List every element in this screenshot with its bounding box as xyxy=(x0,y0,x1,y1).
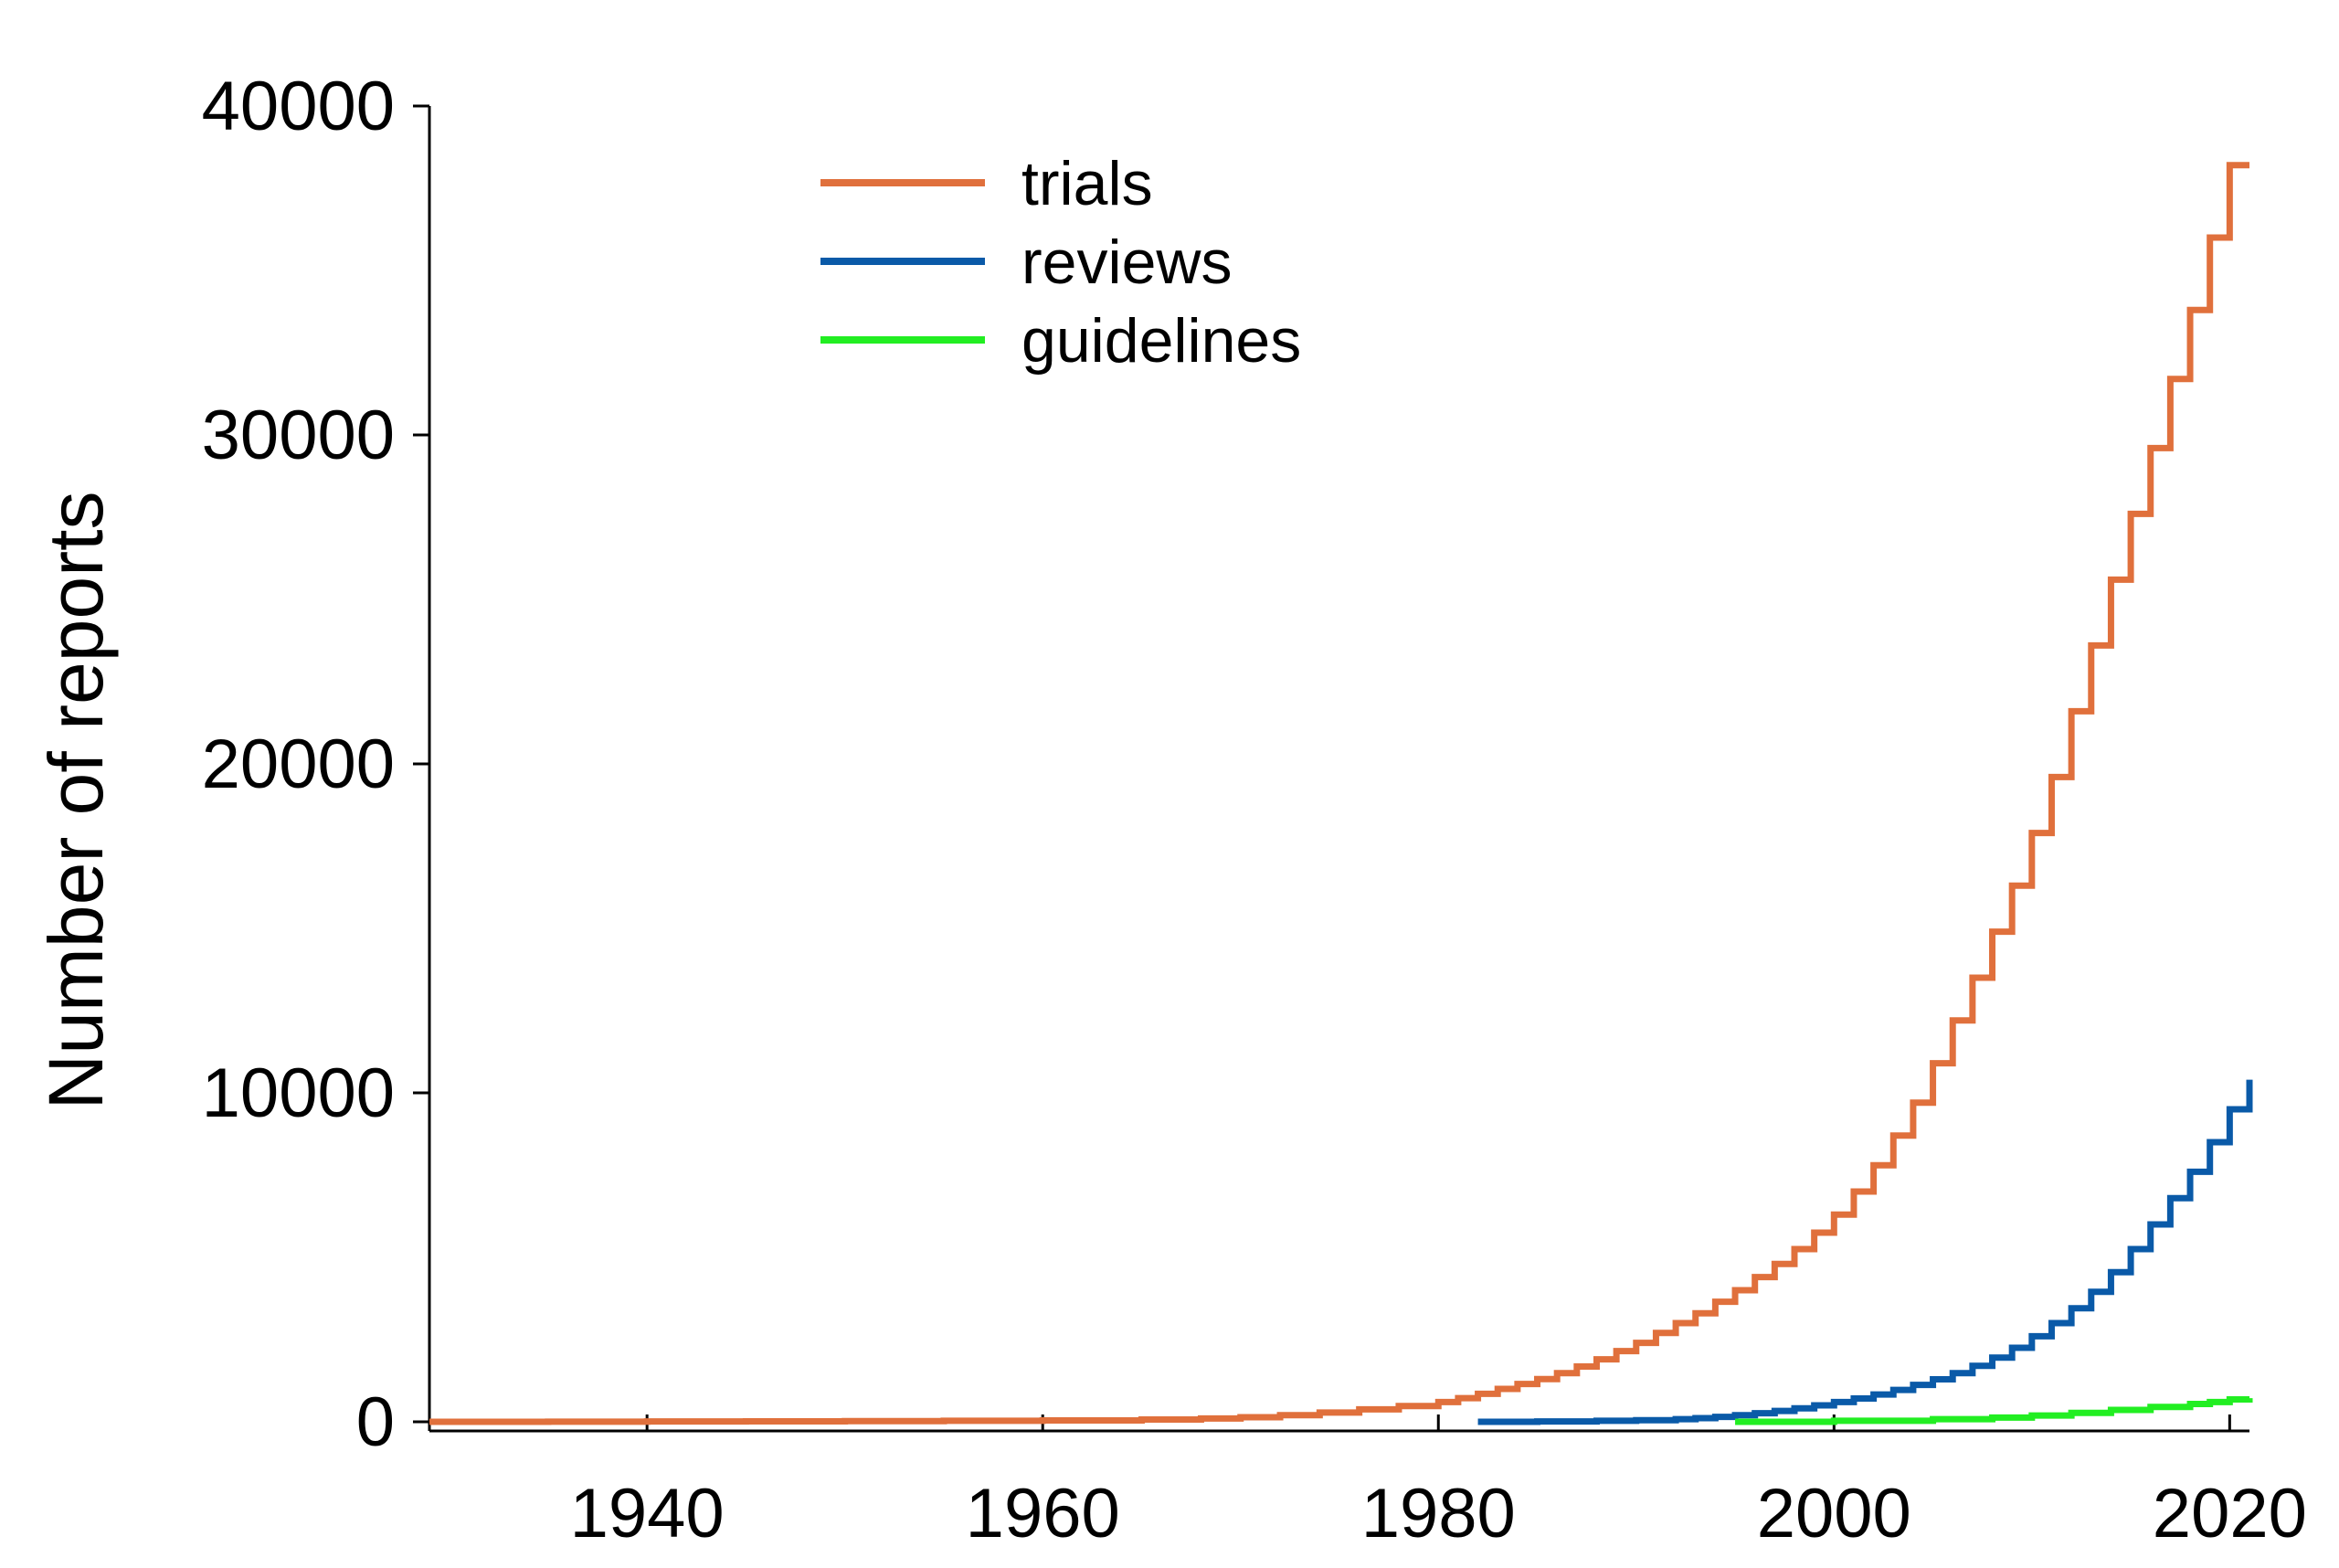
series-line-reviews xyxy=(1477,1079,2253,1425)
y-axis-title: Number of reports xyxy=(33,492,119,1110)
axes: 0 10000 20000 30000 40000 1940 1960 1980 2000 20… xyxy=(202,68,2307,1552)
series-line-guidelines xyxy=(1735,1396,2253,1425)
x-tick-label: 1960 xyxy=(966,1475,1120,1552)
series-layer xyxy=(429,162,2253,1425)
legend: trials reviews guidelines xyxy=(820,149,1301,376)
x-tick-label: 1940 xyxy=(570,1475,725,1552)
y-tick-label: 40000 xyxy=(202,68,395,145)
y-tick-label: 0 xyxy=(356,1383,395,1461)
x-tick-label: 2020 xyxy=(2153,1475,2307,1552)
y-tick-label: 10000 xyxy=(202,1054,395,1132)
y-tick-label: 20000 xyxy=(202,726,395,803)
legend-label-reviews: reviews xyxy=(1021,228,1233,297)
y-ticks: 0 10000 20000 30000 40000 xyxy=(202,68,429,1461)
y-tick-label: 30000 xyxy=(202,397,395,474)
legend-label-trials: trials xyxy=(1021,149,1153,218)
x-ticks: 1940 1960 1980 2000 2020 xyxy=(570,1414,2307,1552)
x-tick-label: 1980 xyxy=(1361,1475,1516,1552)
legend-label-guidelines: guidelines xyxy=(1021,306,1301,376)
series-line-trials xyxy=(429,162,2249,1425)
x-tick-label: 2000 xyxy=(1757,1475,1911,1552)
